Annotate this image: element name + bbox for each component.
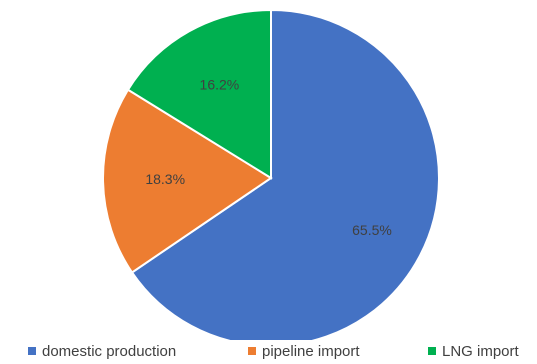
legend-swatch — [248, 347, 256, 355]
legend-swatch — [28, 347, 36, 355]
pie-slice-pipeline-import — [102, 88, 273, 274]
legend: domestic production pipeline import LNG … — [0, 340, 537, 362]
legend-item-pipeline-import: pipeline import — [248, 340, 360, 362]
data-label-domestic-production: 65.5% — [352, 222, 392, 238]
data-label-pipeline-import: 18.3% — [145, 171, 185, 187]
legend-label: domestic production — [42, 342, 177, 360]
legend-item-lng-import: LNG import — [428, 340, 519, 362]
pie-slice-lng-import — [126, 8, 272, 180]
pie-slice-domestic-production — [130, 8, 440, 340]
pie-chart-svg: 65.5% 18.3% 16.2% — [102, 8, 440, 340]
legend-label: LNG import — [442, 342, 519, 360]
legend-item-domestic-production: domestic production — [28, 340, 176, 362]
legend-label: pipeline import — [262, 342, 360, 360]
data-label-lng-import: 16.2% — [200, 76, 240, 92]
legend-swatch — [428, 347, 436, 355]
